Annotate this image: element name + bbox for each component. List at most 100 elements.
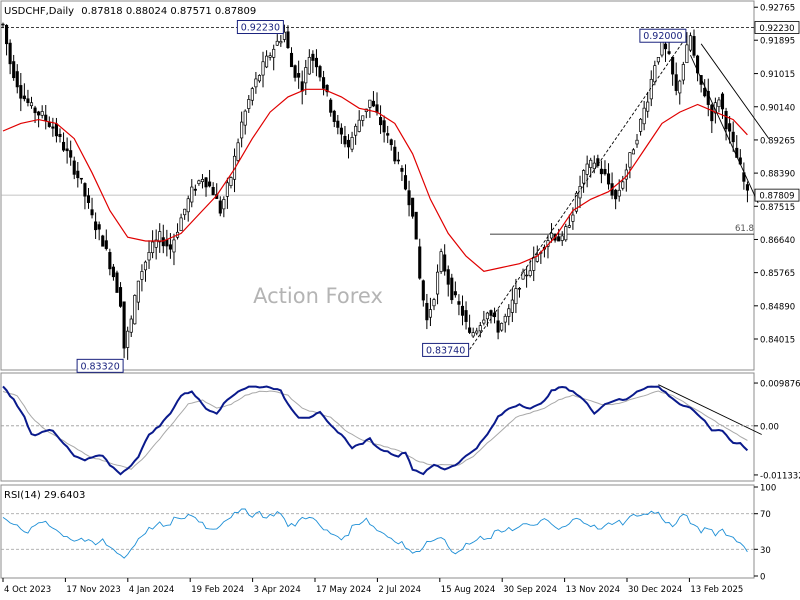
candle-body [535,254,539,262]
candle-body [436,271,440,295]
candle-body [47,122,51,127]
rsi-tick-label: 0 [760,573,765,583]
candle-body [635,139,639,145]
candle-body [186,198,190,213]
candle-body [286,31,290,49]
candle-body [243,110,247,126]
candle-body [528,270,532,276]
candle-body [671,57,675,75]
candle-body [265,55,269,68]
candle-body [354,125,358,136]
price-tick-label: 0.90140 [760,103,795,113]
date-tick-label: 15 Aug 2024 [441,585,495,595]
candle-body [685,44,689,64]
price-label-box [76,358,124,373]
candle-body [190,186,194,203]
trendline-rising [469,35,688,350]
candle-body [69,150,73,158]
candle-body [307,57,311,75]
candle-body [414,211,418,240]
candle-body [603,169,607,175]
candle-body [136,280,140,303]
candle-body [101,235,105,247]
candle-body [478,325,482,332]
candle-body [599,168,603,175]
candle-body [621,181,625,189]
candle-body [432,299,436,307]
candle-body [446,269,450,285]
candle-body [343,135,347,145]
price-label-text: 0.83320 [80,361,119,372]
candle-body [425,302,429,321]
current-price-text: 0.87809 [759,192,794,202]
candle-body [29,102,34,107]
price-panel [0,0,755,371]
candle-body [158,231,162,243]
candle-body [15,71,19,88]
candle-body [393,146,397,162]
candle-body [297,73,301,78]
rsi-line [2,508,748,559]
candle-body [717,99,721,108]
candle-body [44,114,48,122]
candle-body [696,55,700,74]
candle-body [257,75,262,82]
candle-body [407,190,411,206]
candle-body [582,170,586,184]
watermark: Action Forex [253,284,383,308]
candle-body [193,188,197,191]
candle-body [642,107,646,125]
candle-body [678,80,682,94]
candle-body [710,104,714,122]
candle-body [208,181,212,187]
candle-body [339,127,343,135]
candle-body [692,36,696,56]
candle-body [240,121,244,139]
candle-body [728,123,732,132]
candle-body [225,182,229,197]
price-label-box [639,28,687,43]
candle-body [571,214,575,222]
candle-body [318,66,322,78]
date-tick-label: 19 Feb 2024 [191,585,244,595]
candle-body [567,225,571,228]
candle-body [26,98,30,103]
date-tick-label: 4 Jan 2024 [129,585,175,595]
candle-body [386,133,390,136]
candle-body [596,158,600,166]
rsi-panel [0,484,755,579]
candle-body [179,217,183,231]
rsi-tick-label: 100 [760,484,776,494]
moving-average-line [2,88,748,272]
price-tick-label: 0.89265 [760,136,795,146]
date-tick-label: 17 Nov 2023 [66,585,120,595]
candle-body [482,319,486,324]
trendline-macd-resistance [658,384,762,435]
candle-body [639,118,643,132]
macd-tick-label: -0.011332 [760,471,800,481]
candle-body [396,159,400,162]
candle-body [165,239,169,247]
candle-body [653,65,657,83]
price-label-box [422,342,470,357]
candle-body [19,85,23,99]
axes: 0.92765 0.91895 0.91015 0.90140 0.89265 0.883… [2,4,800,595]
date-tick-label: 30 Dec 2024 [628,585,682,595]
candle-body [371,100,375,107]
candle-body [592,162,596,170]
date-tick-label: 30 Sep 2024 [503,585,557,595]
candle-body [606,173,611,185]
candle-body [646,101,650,112]
candle-body [12,61,16,79]
candle-body [147,252,151,261]
candle-body [197,180,201,184]
candle-body [674,74,678,91]
candle-body [94,221,98,231]
candle-body [368,99,372,108]
current-price-tag [754,188,800,202]
price-label-text: 0.83740 [426,345,465,356]
candle-body [471,332,475,337]
candle-body [22,95,26,100]
candle-body [272,48,276,58]
candle-body [663,43,668,50]
